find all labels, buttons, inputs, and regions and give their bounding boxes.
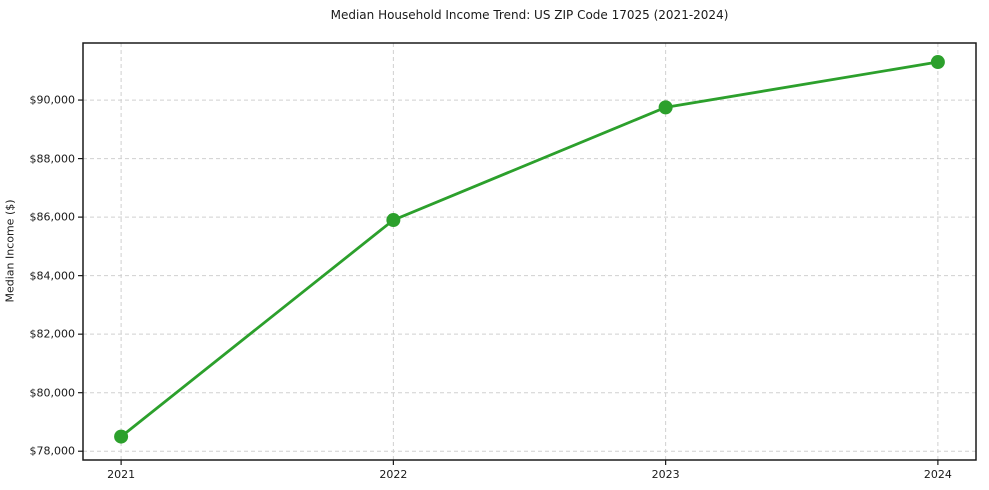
data-point-marker bbox=[930, 55, 945, 70]
line-chart-canvas bbox=[78, 42, 977, 465]
data-point-marker bbox=[114, 429, 129, 444]
y-tick-label: $84,000 bbox=[29, 269, 76, 283]
data-point-marker bbox=[658, 100, 673, 115]
x-tick-label: 2024 bbox=[923, 468, 952, 481]
y-tick-label: $88,000 bbox=[29, 152, 76, 166]
x-tick-label: 2022 bbox=[379, 468, 408, 481]
chart-title: Median Household Income Trend: US ZIP Co… bbox=[330, 8, 729, 22]
y-tick-label: $78,000 bbox=[29, 444, 76, 458]
x-tick-label: 2021 bbox=[107, 468, 136, 481]
data-point-marker bbox=[386, 213, 401, 228]
y-tick-label: $80,000 bbox=[29, 386, 76, 400]
plot-frame bbox=[82, 42, 977, 461]
plot-area bbox=[78, 42, 977, 465]
series-line bbox=[119, 60, 940, 438]
x-tick-label: 2023 bbox=[651, 468, 680, 481]
y-tick-label: $86,000 bbox=[29, 210, 76, 224]
y-tick-label: $90,000 bbox=[29, 93, 76, 107]
y-tick-label: $82,000 bbox=[29, 327, 76, 341]
